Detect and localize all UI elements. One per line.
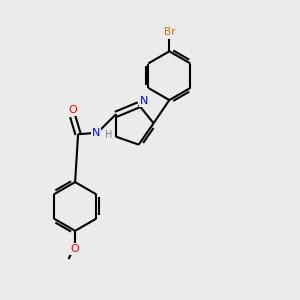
- Text: N: N: [140, 96, 148, 106]
- Text: N: N: [92, 128, 100, 138]
- Text: Br: Br: [164, 27, 175, 37]
- Text: S: S: [104, 132, 111, 142]
- Text: H: H: [105, 130, 112, 140]
- Text: O: O: [68, 105, 77, 115]
- Text: O: O: [71, 244, 80, 254]
